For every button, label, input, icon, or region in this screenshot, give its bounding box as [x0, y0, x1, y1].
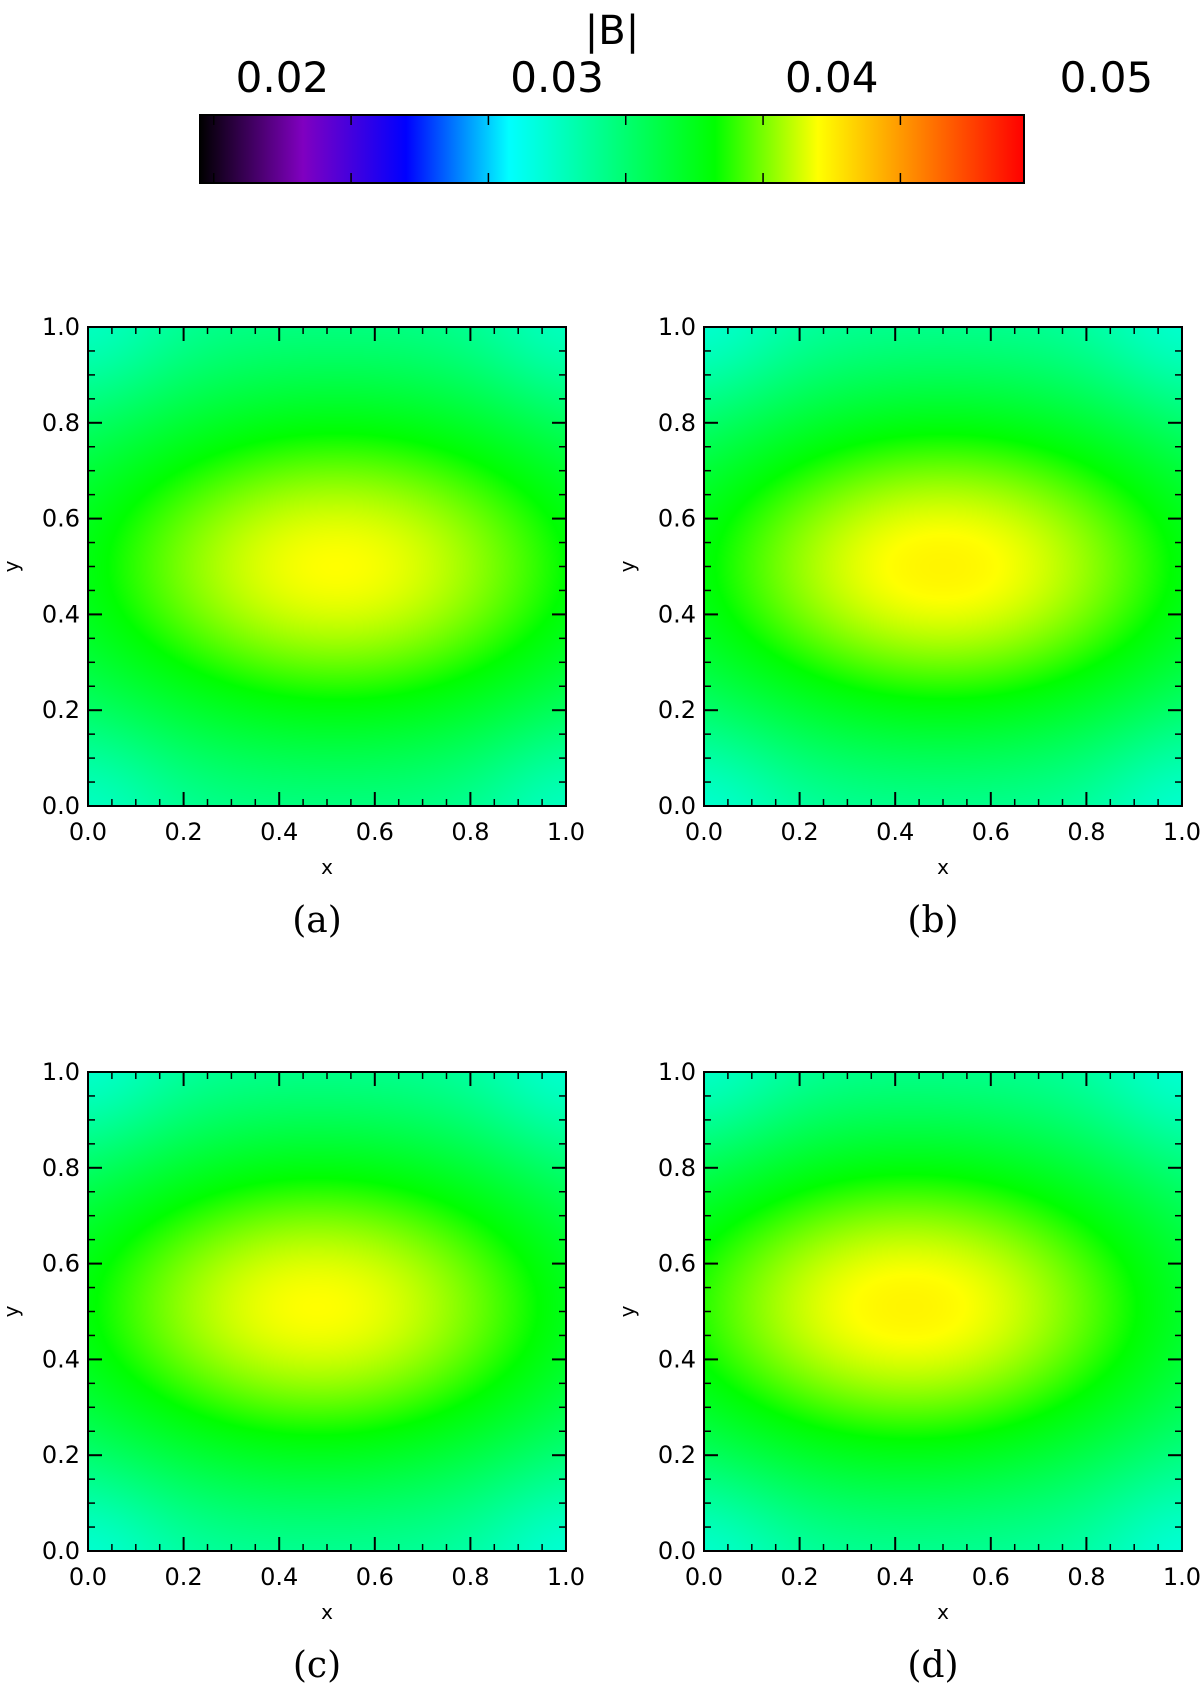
- y-tick-label: 1.0: [658, 1058, 696, 1086]
- y-tick-label: 0.8: [658, 1154, 696, 1182]
- x-tick-label: 1.0: [1163, 1563, 1200, 1591]
- y-tick-label: 0.6: [658, 505, 696, 533]
- y-axis-label: y: [615, 560, 639, 572]
- x-tick-label: 0.2: [781, 818, 819, 846]
- y-axis-label: y: [0, 1305, 23, 1317]
- y-tick-label: 0.8: [42, 409, 80, 437]
- y-tick-label: 0.0: [658, 792, 696, 820]
- y-tick-label: 0.8: [658, 409, 696, 437]
- y-tick-label: 0.4: [42, 600, 80, 628]
- heatmap-image: [704, 1072, 1182, 1551]
- y-tick-label: 1.0: [42, 313, 80, 341]
- x-tick-label: 0.2: [165, 818, 203, 846]
- panel-b: 0.0 0.2 0.4 0.6 0.8 1.0 0.0 0.2 0.4 0.6 0.8 1.0 x y (b…: [615, 313, 1200, 941]
- panel-a: 0.0 0.2 0.4 0.6 0.8 1.0 0.0 0.2 0.4 0.6 0.8 1.0 x y (a…: [0, 313, 585, 941]
- y-tick-label: 0.2: [658, 1441, 696, 1469]
- heatmap-image: [704, 327, 1182, 806]
- x-tick-label: 0.4: [876, 1563, 914, 1591]
- y-tick-label: 0.6: [42, 1250, 80, 1278]
- y-tick-label: 0.4: [658, 1345, 696, 1373]
- x-tick-label: 0.6: [356, 1563, 394, 1591]
- x-tick-label: 0.2: [165, 1563, 203, 1591]
- heatmap-image: [88, 327, 566, 806]
- colorbar-title: |B|: [585, 8, 639, 54]
- y-tick-label: 0.4: [42, 1345, 80, 1373]
- y-tick-label: 0.2: [42, 696, 80, 724]
- y-tick-label: 0.0: [42, 1537, 80, 1565]
- x-tick-label: 1.0: [1163, 818, 1200, 846]
- y-axis-label: y: [0, 560, 23, 572]
- x-axis-label: x: [937, 855, 949, 879]
- x-axis-label: x: [321, 1600, 333, 1624]
- colorbar-tick-label: 0.04: [785, 53, 879, 102]
- panel-label: (b): [907, 900, 958, 941]
- x-tick-label: 0.6: [972, 1563, 1010, 1591]
- x-tick-label: 0.0: [69, 818, 107, 846]
- y-tick-label: 0.0: [658, 1537, 696, 1565]
- x-tick-label: 0.4: [260, 1563, 298, 1591]
- y-tick-label: 1.0: [42, 1058, 80, 1086]
- y-tick-label: 1.0: [658, 313, 696, 341]
- x-tick-label: 0.8: [1067, 1563, 1105, 1591]
- colorbar-tick-label: 0.05: [1060, 53, 1154, 102]
- y-tick-label: 0.6: [42, 505, 80, 533]
- colorbar-tick-label: 0.03: [510, 53, 604, 102]
- y-tick-label: 0.0: [42, 792, 80, 820]
- x-tick-label: 0.8: [451, 1563, 489, 1591]
- x-tick-label: 1.0: [547, 818, 585, 846]
- x-tick-label: 0.0: [685, 818, 723, 846]
- x-tick-label: 0.4: [260, 818, 298, 846]
- colorbar-gradient: [199, 114, 1025, 184]
- colorbar: |B| 0.02 0.03 0.04 0.05: [199, 8, 1154, 184]
- heatmap-image: [88, 1072, 566, 1551]
- y-tick-label: 0.6: [658, 1250, 696, 1278]
- colorbar-tick-label: 0.02: [236, 53, 330, 102]
- x-tick-label: 0.6: [972, 818, 1010, 846]
- x-tick-label: 0.0: [69, 1563, 107, 1591]
- y-tick-label: 0.2: [658, 696, 696, 724]
- y-tick-label: 0.4: [658, 600, 696, 628]
- y-axis-label: y: [615, 1305, 639, 1317]
- x-tick-label: 0.4: [876, 818, 914, 846]
- x-axis-label: x: [937, 1600, 949, 1624]
- y-tick-label: 0.2: [42, 1441, 80, 1469]
- x-tick-label: 0.8: [1067, 818, 1105, 846]
- x-axis-label: x: [321, 855, 333, 879]
- x-tick-label: 0.6: [356, 818, 394, 846]
- panel-label: (d): [907, 1645, 958, 1686]
- panel-c: 0.0 0.2 0.4 0.6 0.8 1.0 0.0 0.2 0.4 0.6 0.8 1.0 x y (c…: [0, 1058, 585, 1686]
- x-tick-label: 0.8: [451, 818, 489, 846]
- panel-label: (c): [293, 1645, 341, 1686]
- x-tick-label: 1.0: [547, 1563, 585, 1591]
- y-tick-label: 0.8: [42, 1154, 80, 1182]
- panel-d: 0.0 0.2 0.4 0.6 0.8 1.0 0.0 0.2 0.4 0.6 0.8 1.0 x y (d…: [615, 1058, 1200, 1686]
- x-tick-label: 0.0: [685, 1563, 723, 1591]
- x-tick-label: 0.2: [781, 1563, 819, 1591]
- panel-label: (a): [292, 900, 342, 941]
